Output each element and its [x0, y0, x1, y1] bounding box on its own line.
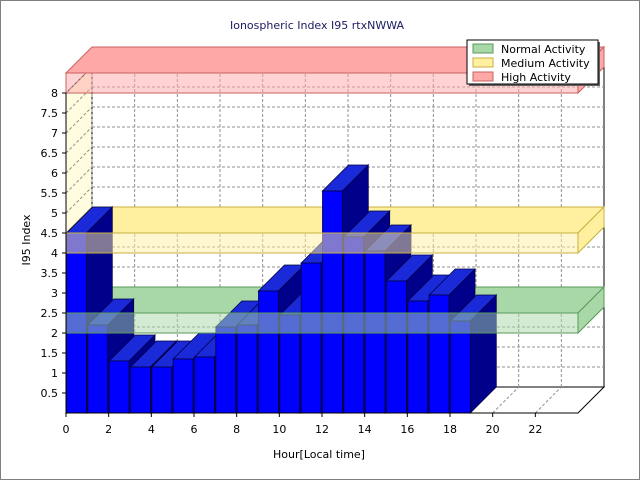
bar [215, 326, 237, 414]
x-tick-label: 6 [191, 423, 198, 436]
legend-swatch [472, 57, 494, 68]
y-tick-label: 6 [51, 167, 58, 180]
y-tick-label: 6.5 [41, 147, 59, 160]
bar [300, 262, 322, 414]
grid-line-floor [492, 386, 520, 414]
y-tick-label: 0.5 [41, 387, 59, 400]
legend-label: High Activity [501, 71, 571, 84]
x-tick-label: 18 [443, 423, 457, 436]
bar [87, 324, 109, 414]
y-tick-label: 4 [51, 247, 58, 260]
y-tick-label: 2 [51, 327, 58, 340]
grid-line-side [65, 126, 93, 154]
x-tick-label: 14 [358, 423, 372, 436]
bar [194, 356, 215, 414]
legend-label: Normal Activity [501, 43, 586, 56]
axes: 0.5 1 1.5 2 2.5 3 3.5 4 4.5 5 5.5 6 6.5 7 7.5 8 0 2 4 6 8 10 1… [41, 87, 578, 436]
legend-label: Medium Activity [501, 57, 590, 70]
y-axis-label: I95 Index [20, 214, 33, 266]
bar [258, 290, 279, 414]
x-axis-label: Hour[Local time] [273, 448, 365, 461]
chart-title: Ionospheric Index I95 rtxNWWA [230, 19, 404, 32]
y-tick-label: 3 [51, 287, 58, 300]
x-tick-label: 2 [105, 423, 112, 436]
bar [322, 190, 343, 414]
y-tick-label: 5.5 [41, 187, 59, 200]
grid-line-side [65, 186, 93, 214]
bar [172, 358, 194, 414]
bar [450, 320, 471, 414]
grid-line-floor [534, 386, 562, 414]
x-tick-label: 20 [486, 423, 500, 436]
bar [151, 366, 173, 414]
grid-line-side [65, 106, 93, 134]
y-tick-label: 5 [51, 207, 58, 220]
grid-line-side [65, 146, 93, 174]
legend-swatch [472, 71, 494, 82]
x-tick-label: 8 [233, 423, 240, 436]
y-tick-label: 3.5 [41, 267, 59, 280]
x-tick-label: 22 [528, 423, 542, 436]
band-front-face [65, 312, 579, 334]
x-tick-label: 0 [63, 423, 70, 436]
legend-swatch [472, 43, 494, 54]
y-tick-label: 2.5 [41, 307, 59, 320]
x-tick-label: 10 [272, 423, 286, 436]
x-tick-label: 12 [315, 423, 329, 436]
bar [130, 366, 151, 414]
y-tick-label: 1.5 [41, 347, 59, 360]
grid-line-side [65, 166, 93, 194]
bar [386, 280, 407, 414]
bar [236, 324, 258, 414]
y-tick-label: 7.5 [41, 107, 59, 120]
bar [108, 360, 130, 414]
y-tick-label: 4.5 [41, 227, 59, 240]
y-tick-label: 7 [51, 127, 58, 140]
x-tick-label: 16 [400, 423, 414, 436]
y-tick-label: 1 [51, 367, 58, 380]
y-tick-label: 8 [51, 87, 58, 100]
x-tick-label: 4 [148, 423, 155, 436]
band-front-face [65, 232, 579, 254]
